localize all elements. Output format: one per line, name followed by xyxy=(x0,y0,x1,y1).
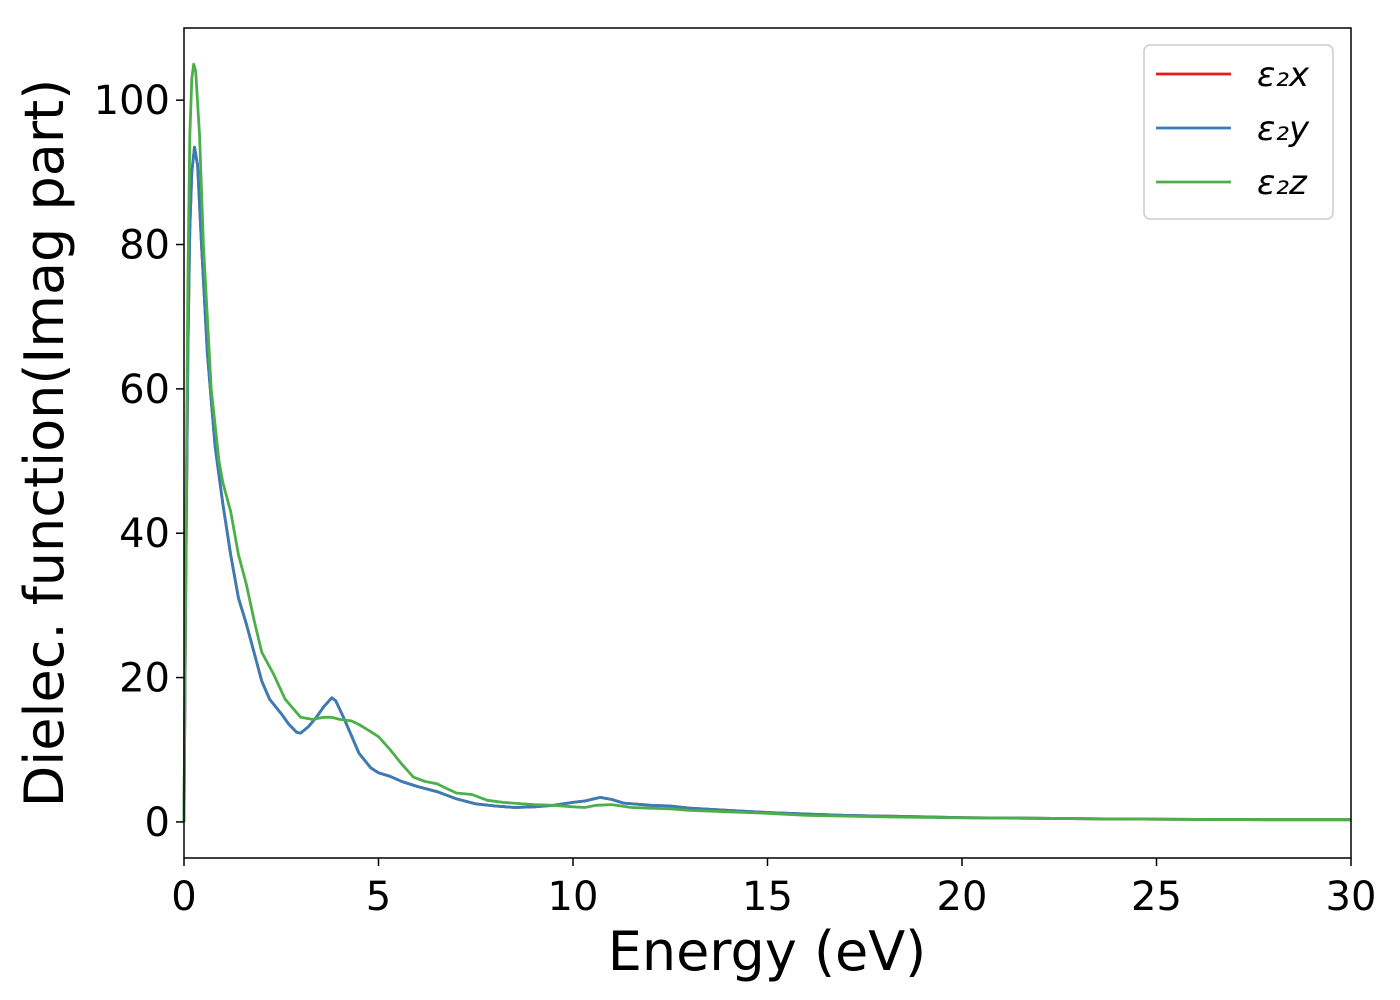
y-tick-label: 80 xyxy=(119,223,170,269)
x-tick-label: 25 xyxy=(1131,874,1182,920)
y-tick-label: 20 xyxy=(119,656,170,702)
y-tick-label: 100 xyxy=(94,78,170,124)
x-tick-label: 5 xyxy=(366,874,391,920)
legend-label-1: ε₂x xyxy=(1257,55,1310,95)
x-tick-label: 10 xyxy=(548,874,599,920)
x-tick-label: 30 xyxy=(1326,874,1377,920)
x-tick-label: 15 xyxy=(742,874,793,920)
series-line-3 xyxy=(182,62,1351,822)
y-tick-label: 0 xyxy=(145,800,170,846)
x-axis: 0 5 10 15 20 25 30 xyxy=(171,858,1376,920)
y-axis: 0 20 40 60 80 100 xyxy=(94,78,184,846)
x-tick-label: 0 xyxy=(171,874,196,920)
x-tick-label: 20 xyxy=(937,874,988,920)
legend: ε₂x ε₂y ε₂z xyxy=(1143,44,1334,220)
series-line-1 xyxy=(182,145,1351,822)
legend-label-2: ε₂y xyxy=(1257,109,1310,149)
y-axis-title: Dielec. function(Imag part) xyxy=(13,79,76,808)
legend-box xyxy=(1143,44,1334,220)
series-line-2 xyxy=(182,145,1351,822)
x-axis-title: Energy (eV) xyxy=(608,920,927,983)
y-tick-label: 40 xyxy=(119,511,170,557)
plot-lines xyxy=(182,62,1351,822)
y-tick-label: 60 xyxy=(119,367,170,413)
legend-label-3: ε₂z xyxy=(1257,163,1308,203)
